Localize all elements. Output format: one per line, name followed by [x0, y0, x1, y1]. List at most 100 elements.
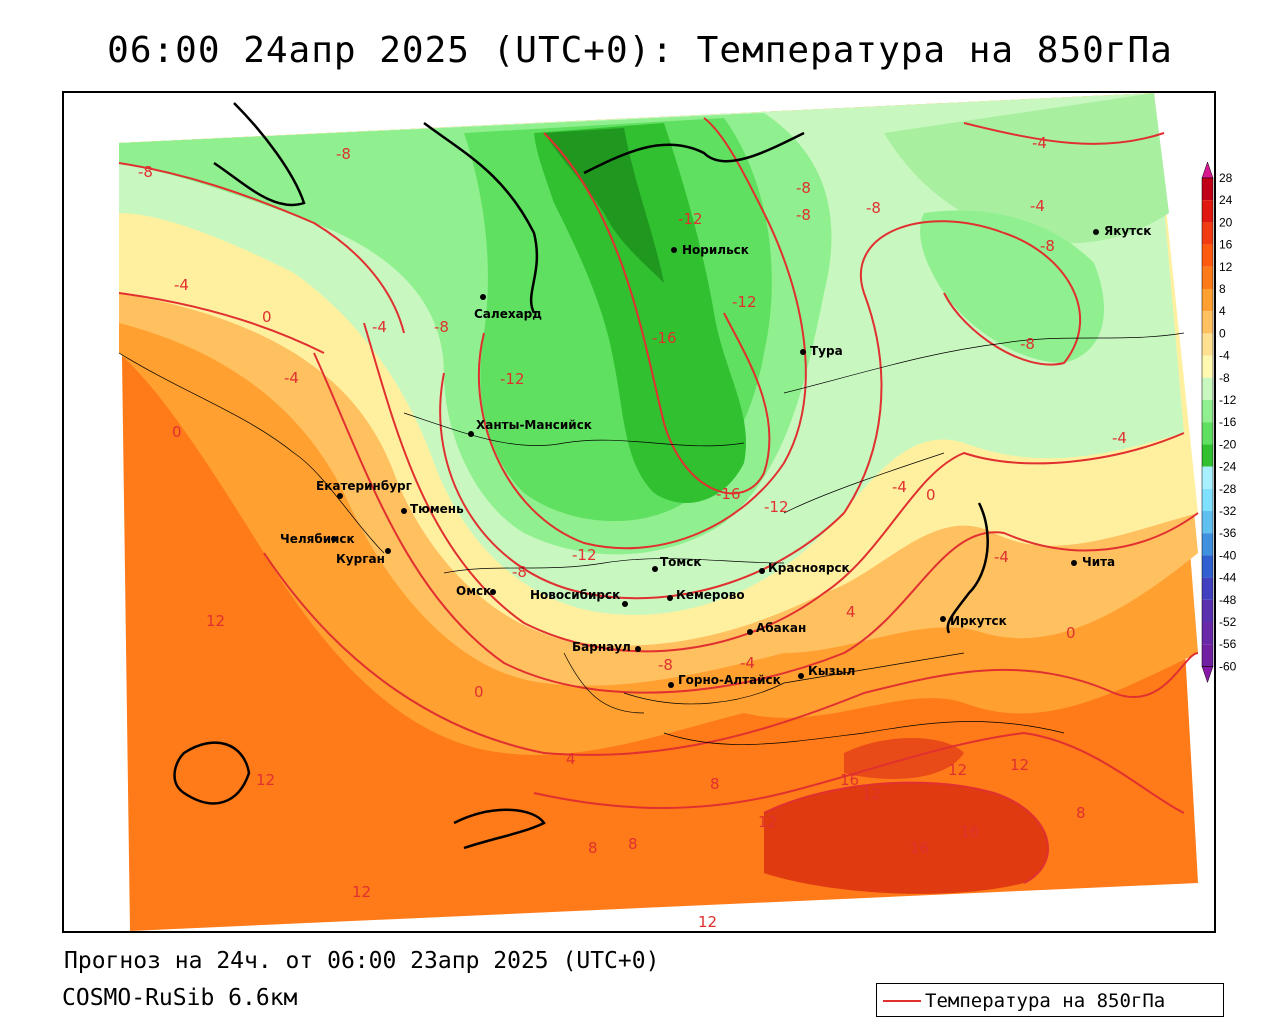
scale-tick-label: 12	[1219, 260, 1233, 274]
city-markers: Якутск Норильск Салехард Тура Ханты-Манс…	[280, 224, 1151, 688]
city-salekhard[interactable]: Салехард	[474, 294, 542, 321]
svg-text:Томск: Томск	[660, 555, 702, 569]
novaya-zemlya	[213, 102, 306, 207]
contour-label: -4	[1032, 134, 1047, 152]
yamal-coast	[423, 121, 539, 314]
contour-label: -12	[678, 210, 703, 228]
scale-swatch	[1202, 577, 1213, 600]
scale-swatch	[1202, 200, 1213, 223]
temperature-map[interactable]: Якутск Норильск Салехард Тура Ханты-Манс…	[62, 91, 1216, 933]
svg-text:Екатеринбург: Екатеринбург	[316, 479, 412, 493]
svg-text:Курган: Курган	[336, 552, 385, 566]
contour-label: -16	[652, 329, 677, 347]
scale-tick-label: 4	[1219, 304, 1226, 318]
city-khanty-mansiysk[interactable]: Ханты-Мансийск	[468, 418, 592, 437]
contour-label: 0	[926, 486, 936, 504]
field-darkest-green	[544, 128, 664, 283]
city-novosibirsk[interactable]: Новосибирск	[530, 588, 628, 607]
city-chelyabinsk[interactable]: Челябинск	[280, 532, 355, 546]
scale-tick-label: 16	[1219, 238, 1233, 252]
scale-swatch	[1202, 622, 1213, 645]
scale-tick-label: -36	[1219, 526, 1237, 540]
city-yekaterinburg[interactable]: Екатеринбург	[316, 479, 412, 499]
svg-text:Тюмень: Тюмень	[410, 502, 464, 516]
isotherm-lines	[118, 117, 1199, 884]
scale-swatch	[1202, 422, 1213, 445]
contour-label: 0	[172, 423, 182, 441]
scale-tick-label: 8	[1219, 282, 1226, 296]
contour-label: -8	[658, 656, 673, 674]
contour-label: 12	[352, 883, 371, 901]
svg-text:Кемерово: Кемерово	[676, 588, 745, 602]
city-kurgan[interactable]: Курган	[336, 548, 391, 566]
isotherm-zero	[313, 352, 1199, 694]
scale-tick-label: -4	[1219, 349, 1230, 363]
contour-label: 0	[1066, 624, 1076, 642]
scale-tick-label: -24	[1219, 460, 1237, 474]
contour-label: -8	[138, 163, 153, 181]
scale-arrow-down	[1201, 666, 1214, 684]
scale-tick-label: -8	[1219, 371, 1230, 385]
color-scale-svg: 28 24 20 16 12 8 4 0 -4 -8 -12 -16 -20 -24 -28 -32 -36 -4…	[1201, 161, 1237, 684]
contour-label: -8	[796, 206, 811, 224]
lake-baikal	[946, 502, 989, 634]
scale-tick-label: -20	[1219, 437, 1237, 451]
city-omsk[interactable]: Омск	[456, 584, 496, 598]
city-abakan[interactable]: Абакан	[747, 621, 806, 635]
scale-swatch	[1202, 533, 1213, 556]
contour-label: -4	[1030, 197, 1045, 215]
scale-swatch	[1202, 444, 1213, 467]
city-kyzyl[interactable]: Кызыл	[798, 664, 855, 679]
scale-swatch	[1202, 222, 1213, 245]
isotherm-minus4	[363, 322, 1185, 653]
scale-swatch	[1202, 599, 1213, 622]
city-tyumen[interactable]: Тюмень	[401, 502, 464, 516]
field-mid-green-east	[884, 93, 1169, 244]
contour-label: 8	[710, 775, 720, 793]
field-mid-green-east2	[920, 210, 1104, 363]
coastlines	[173, 102, 989, 850]
contour-label: -12	[732, 293, 757, 311]
isotherm-plus12	[763, 781, 1049, 884]
scale-swatch	[1202, 311, 1213, 334]
lake-balkhash	[453, 808, 546, 850]
city-gorno-altaysk[interactable]: Горно-Алтайск	[668, 673, 781, 688]
city-yakutsk[interactable]: Якутск	[1093, 224, 1151, 238]
svg-text:Красноярск: Красноярск	[768, 561, 850, 575]
svg-text:Челябинск: Челябинск	[280, 532, 355, 546]
contour-label: -12	[500, 370, 525, 388]
city-tura[interactable]: Тура	[800, 344, 843, 358]
contour-label: -4	[1112, 429, 1127, 447]
contour-label: -4	[892, 478, 907, 496]
city-norilsk[interactable]: Норильск	[671, 243, 749, 257]
admin-borders	[118, 332, 1185, 745]
contour-label: 12	[862, 785, 881, 803]
scale-swatch	[1202, 178, 1213, 201]
scale-tick-label: -40	[1219, 548, 1237, 562]
scale-tick-label: 28	[1219, 171, 1233, 185]
contour-label: 4	[846, 603, 856, 621]
contour-label: -4	[994, 548, 1009, 566]
isotherm-minus12	[477, 117, 807, 550]
contour-label: 12	[758, 813, 777, 831]
svg-text:Горно-Алтайск: Горно-Алтайск	[678, 673, 781, 687]
city-barnaul[interactable]: Барнаул	[572, 640, 641, 654]
svg-text:Норильск: Норильск	[682, 243, 749, 257]
contour-label: -8	[512, 563, 527, 581]
scale-tick-label: -48	[1219, 593, 1237, 607]
city-krasnoyarsk[interactable]: Красноярск	[759, 561, 850, 575]
svg-text:Барнаул: Барнаул	[572, 640, 631, 654]
contour-label: 8	[1076, 804, 1086, 822]
svg-text:Абакан: Абакан	[756, 621, 806, 635]
city-tomsk[interactable]: Томск	[652, 555, 702, 572]
scale-tick-label: -44	[1219, 571, 1237, 585]
map-legend: Температура на 850гПа	[876, 983, 1224, 1017]
city-irkutsk[interactable]: Иркутск	[940, 614, 1007, 628]
contour-label: -12	[572, 546, 597, 564]
scale-tick-label: 0	[1219, 326, 1226, 340]
isotherm-minus4-west	[118, 292, 325, 354]
contour-label: 16	[960, 823, 979, 841]
svg-text:Кызыл: Кызыл	[808, 664, 855, 678]
city-kemerovo[interactable]: Кемерово	[667, 588, 745, 602]
city-chita[interactable]: Чита	[1071, 555, 1115, 569]
